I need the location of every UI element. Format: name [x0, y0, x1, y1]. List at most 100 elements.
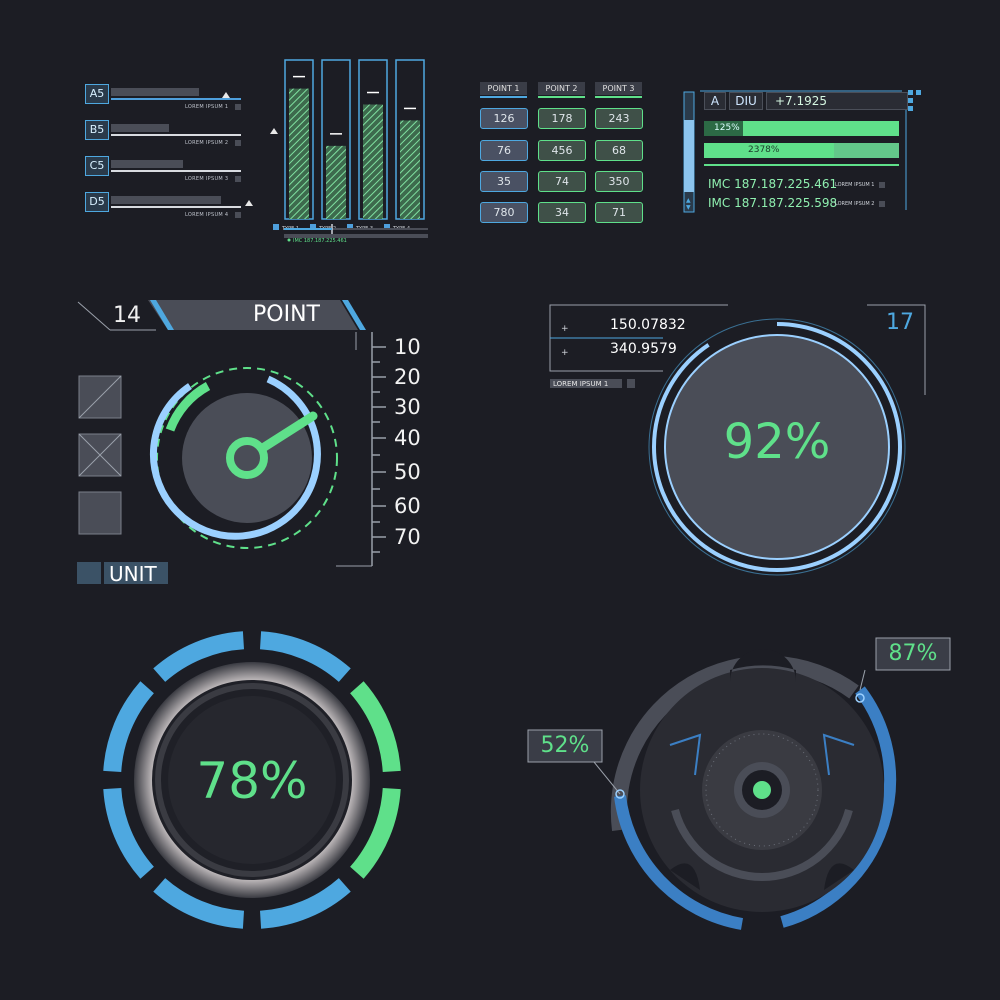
vbar-square-icon: [384, 224, 390, 230]
svg-text:+: +: [561, 324, 569, 334]
hbar-tag: D5: [85, 192, 109, 212]
gauge-number: 14: [113, 303, 141, 328]
table-header: POINT 1: [480, 82, 527, 95]
hbar-label: LOREM IPSUM 4: [185, 212, 229, 218]
hbar-label: LOREM IPSUM 1: [185, 104, 229, 110]
gauge-scale-label: 10: [394, 335, 421, 359]
hbar-square-icon: [235, 176, 241, 182]
stat-imc2-tag: LOREM IPSUM 2: [835, 201, 875, 207]
table-cell: 76: [480, 140, 528, 161]
hbar-row: C5 LOREM IPSUM 3: [85, 156, 303, 186]
table-header: POINT 2: [538, 82, 585, 95]
vbar-square-icon: [273, 224, 279, 230]
svg-text:▼: ▼: [686, 204, 691, 211]
gauge-scale-label: 60: [394, 494, 421, 518]
vbar-fill: [289, 88, 309, 219]
stat-value: +7.1925: [766, 92, 908, 110]
svg-text:+: +: [561, 348, 569, 358]
table-header-underline: [595, 96, 642, 98]
ring-left-percent: 52%: [540, 733, 590, 758]
stat-bar1-label: 125%: [714, 123, 740, 133]
vbar-square-icon: [347, 224, 353, 230]
circle92-number: 17: [886, 310, 914, 335]
table-header: POINT 3: [595, 82, 642, 95]
vbar-square-icon: [310, 224, 316, 230]
gauge-scale-label: 20: [394, 365, 421, 389]
donut78-segment: [349, 787, 401, 879]
hbar-marker-icon: [270, 128, 278, 134]
hbar-label: LOREM IPSUM 2: [185, 140, 229, 146]
ring-graphic: [527, 637, 951, 930]
vbar-widget: TYPE 1TYPE 2TYPE 3TYPE 4 IMC 187.187.225…: [273, 59, 428, 244]
stat-square-icon: [879, 182, 885, 188]
stat-bar1-track: [704, 121, 899, 136]
gauge-title: POINT: [253, 302, 320, 327]
table-cell: 456: [538, 140, 586, 161]
donut78-segment: [153, 631, 245, 683]
hbar-track: [111, 170, 241, 172]
table-cell: 34: [538, 202, 586, 223]
vbar-fill: [363, 104, 383, 219]
circle92-frame: + +: [549, 304, 926, 576]
gauge-frame: [77, 300, 386, 584]
gauge-scale-label: 50: [394, 460, 421, 484]
table-cell: 35: [480, 171, 528, 192]
table-cell: 68: [595, 140, 643, 161]
stat-diu-label: DIU: [729, 92, 763, 110]
hbar-marker-icon: [245, 200, 253, 206]
table-cell: 178: [538, 108, 586, 129]
stat-imc2: IMC 187.187.225.598: [708, 196, 838, 210]
donut78-percent: 78%: [196, 752, 308, 810]
donut78-segment: [259, 631, 351, 683]
table-header-underline: [480, 96, 527, 98]
hbar-row: A5 LOREM IPSUM 1: [85, 84, 245, 114]
gauge-scale-label: 30: [394, 395, 421, 419]
stat-bar1-fill: [704, 121, 743, 136]
circle92-coord1: 150.07832: [610, 317, 686, 333]
hbar-fill: [111, 160, 183, 168]
stat-bar2-label: 2378%: [748, 145, 780, 155]
hbar-fill: [111, 196, 221, 204]
vbar-footer: IMC 187.187.225.461: [293, 238, 347, 244]
circle92-coord2: 340.9579: [610, 341, 677, 357]
donut78-segment: [349, 681, 401, 773]
circle92-lorem: LOREM IPSUM 1: [553, 380, 609, 388]
table-cell: 74: [538, 171, 586, 192]
stat-divider: [704, 164, 899, 166]
hbar-square-icon: [235, 104, 241, 110]
stat-bar2-fill: [704, 143, 834, 158]
gauge-unit-label: UNIT: [109, 562, 157, 586]
hbar-tag: B5: [85, 120, 109, 140]
hbar-track: [111, 206, 241, 208]
vbar-fill: [400, 120, 420, 219]
hbar-row: D5 LOREM IPSUM 4: [85, 192, 253, 222]
hbar-square-icon: [235, 140, 241, 146]
hbar-tag: A5: [85, 84, 109, 104]
stat-imc1-tag: LOREM IPSUM 1: [835, 182, 875, 188]
donut78-segment: [103, 681, 155, 773]
stat-square-icon: [879, 201, 885, 207]
donut78-segment: [153, 877, 245, 929]
donut78-segment: [259, 877, 351, 929]
hbar-track: [111, 98, 241, 100]
stat-panel-frame: ▲ ▼: [683, 90, 921, 213]
hbar-square-icon: [235, 212, 241, 218]
gauge-scale-label: 40: [394, 426, 421, 450]
hbar-row: B5 LOREM IPSUM 2: [85, 120, 278, 150]
hbar-fill: [111, 124, 169, 132]
gauge-scale-label: 70: [394, 525, 421, 549]
ring-right-percent: 87%: [888, 641, 938, 666]
hbar-tag: C5: [85, 156, 109, 176]
table-cell: 126: [480, 108, 528, 129]
hbar-label: LOREM IPSUM 3: [185, 176, 229, 182]
table-cell: 243: [595, 108, 643, 129]
hbar-fill: [111, 88, 199, 96]
donut78-segments: [103, 631, 401, 929]
hbar-marker-icon: [222, 92, 230, 98]
vbar-fill: [326, 145, 346, 219]
donut78-graphic: [103, 631, 401, 929]
hbar-track: [111, 134, 241, 136]
stat-imc1: IMC 187.187.225.461: [708, 177, 838, 191]
table-cell: 780: [480, 202, 528, 223]
vbar-dot-icon: [287, 238, 291, 242]
